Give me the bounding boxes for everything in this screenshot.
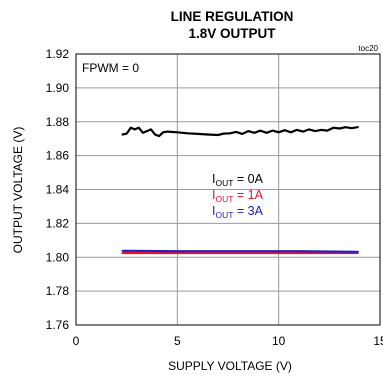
legend-entry-0: IOUT = 0A: [212, 172, 264, 188]
y-tick-label: 1.82: [46, 216, 70, 230]
y-tick-label: 1.78: [46, 284, 70, 298]
legend-label-sub: OUT: [215, 178, 233, 188]
y-tick-label: 1.92: [46, 47, 70, 61]
legend-label-rest: = 1A: [233, 188, 263, 202]
x-tick-label: 10: [272, 334, 286, 348]
legend-label-rest: = 3A: [233, 204, 263, 218]
y-tick-label: 1.88: [46, 115, 70, 129]
legend-label-sub: OUT: [215, 194, 233, 204]
y-axis-title: OUTPUT VOLTAGE (V): [11, 127, 25, 254]
y-tick-label: 1.86: [46, 149, 70, 163]
legend-entry-1: IOUT = 1A: [212, 188, 264, 204]
series-line-2: [121, 249, 359, 253]
legend-entry-2: IOUT = 3A: [212, 204, 264, 220]
chart-title-line-2: 1.8V OUTPUT: [188, 26, 276, 41]
y-tick-label: 1.90: [46, 81, 70, 95]
grid-layer: [76, 54, 380, 325]
series-layer: [121, 126, 359, 255]
x-tick-label: 5: [174, 334, 181, 348]
y-tick-label: 1.76: [46, 318, 70, 332]
fpwm-annotation: FPWM = 0: [82, 61, 139, 75]
y-tick-label: 1.80: [46, 250, 70, 264]
series-line-0: [121, 126, 359, 138]
x-tick-label: 15: [373, 334, 383, 348]
legend-label-sub: OUT: [215, 210, 233, 220]
legend-label-main: I: [212, 172, 215, 186]
y-tick-label: 1.84: [46, 183, 70, 197]
legend-label-rest: = 0A: [233, 172, 263, 186]
corner-tag: toc20: [358, 44, 378, 53]
x-tick-label: 0: [73, 334, 80, 348]
legend-label-main: I: [212, 188, 215, 202]
tick-label-layer: 0 5 10 15 1.76 1.78 1.80 1.82 1.84 1.86 1.88 1.90 1.…: [46, 47, 383, 348]
chart-title-line-1: LINE REGULATION: [171, 9, 294, 24]
plot-frame: [75, 53, 381, 326]
x-axis-title: SUPPLY VOLTAGE (V): [168, 359, 292, 373]
legend-label-main: I: [212, 204, 215, 218]
